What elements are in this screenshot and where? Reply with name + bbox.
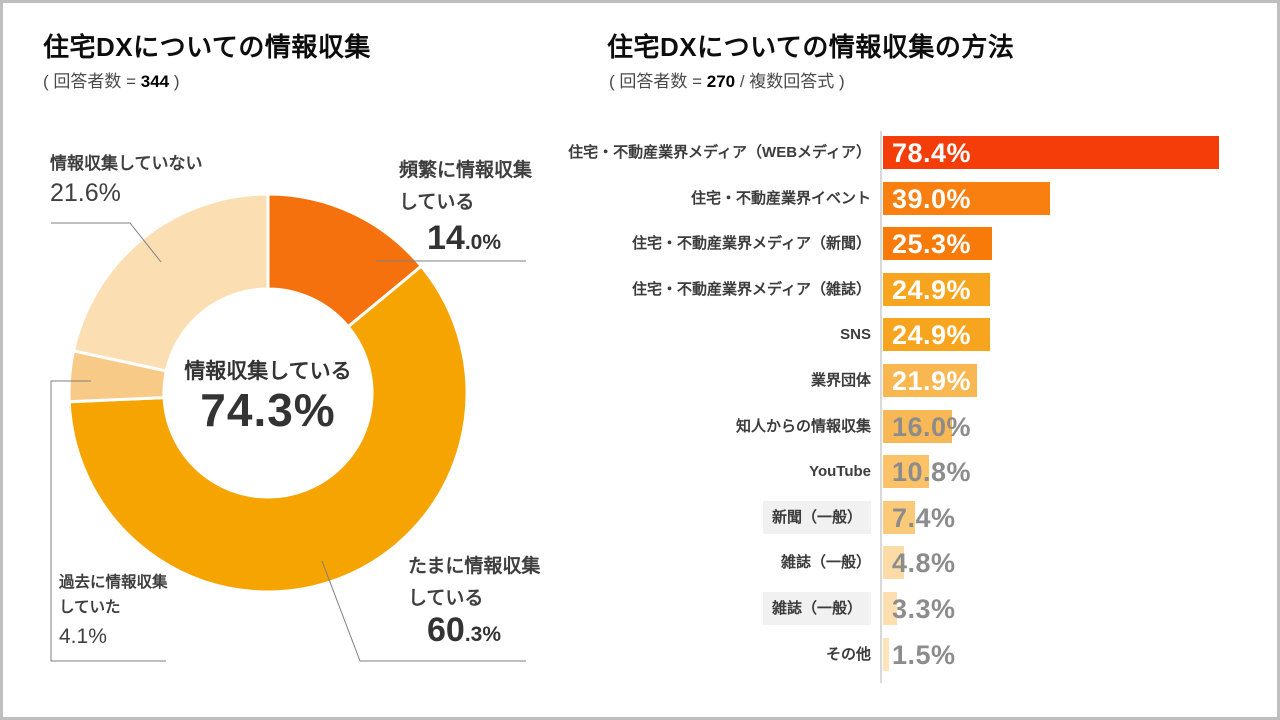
- donut-center-label: 情報収集している: [184, 360, 352, 383]
- bar-chart-title: 住宅DXについての情報収集の方法: [607, 32, 1015, 62]
- bar-value-label: 3.3%: [892, 594, 956, 624]
- bar-category-label: SNS: [840, 326, 871, 344]
- bar-category-label: 業界団体: [810, 372, 871, 389]
- donut-slice-1: [67, 264, 469, 594]
- bar-value-label: 78.4%: [892, 138, 972, 168]
- bar-rect: [883, 136, 1220, 169]
- bar-rect: [883, 592, 898, 625]
- donut-value-past: 4.1%: [59, 625, 107, 648]
- donut-chart-subtitle: ( 回答者数 = 344 ): [43, 67, 180, 92]
- bar-category-label: 新聞（一般）: [762, 500, 871, 534]
- bar-category-label: 知人からの情報収集: [735, 417, 871, 435]
- bar-rect: [883, 455, 930, 489]
- donut-label-frequent: 頻繁に情報収集 している: [399, 155, 532, 219]
- donut-label-not-collecting: 情報収集していない: [50, 154, 203, 173]
- donut-chart: [67, 192, 469, 594]
- bar-value-label: 7.4%: [892, 502, 956, 533]
- bar-rect: [883, 318, 990, 352]
- bar-category-label: 雑誌（一般）: [780, 554, 871, 572]
- bar-chart-subtitle: ( 回答者数 = 270 / 複数回答式 ): [609, 67, 845, 92]
- respondents-prefix: ( 回答者数 =: [43, 72, 141, 91]
- donut-center-value: 74.3%: [200, 384, 336, 436]
- bar-rect: [883, 227, 992, 261]
- donut-label-past-line2: していた: [59, 599, 121, 616]
- bar-rect: [883, 272, 990, 306]
- donut-chart-title: 住宅DXについての情報収集: [43, 32, 371, 62]
- leader-lines: [50, 222, 526, 662]
- donut-label-sometimes-line1: たまに情報収集: [408, 556, 541, 577]
- bar-value-label: 25.3%: [892, 229, 972, 260]
- bar-rect: [883, 500, 915, 534]
- donut-slice-3: [71, 192, 270, 373]
- bar-value-label: 39.0%: [892, 183, 972, 214]
- donut-label-frequent-line1: 頻繁に情報収集: [399, 160, 533, 181]
- donut-label-sometimes: たまに情報収集 している: [408, 551, 540, 615]
- bar-category-label: YouTube: [809, 463, 871, 481]
- bar-value-label: 24.9%: [892, 320, 972, 351]
- bar-rect: [883, 364, 977, 397]
- bar-category-label: 雑誌（一般）: [762, 592, 871, 625]
- respondents-suffix: / 複数回答式 ): [735, 72, 845, 91]
- bar-rect: [883, 546, 904, 580]
- respondents-prefix: ( 回答者数 =: [609, 72, 707, 91]
- bar-rect: [883, 637, 890, 671]
- bar-chart: 住宅・不動産業界メディア（WEBメディア） 78.4% 住宅・不動産業界イベント 39…: [3, 3, 1277, 717]
- respondents-count: 270: [706, 72, 736, 91]
- donut-label-past-line1: 過去に情報収集: [59, 574, 168, 591]
- bar-category-label: 住宅・不動産業界メディア（新聞）: [632, 235, 871, 253]
- donut-label-sometimes-line2: している: [408, 588, 484, 609]
- donut-label-past: 過去に情報収集 していた: [59, 570, 168, 620]
- bar-category-label: 住宅・不動産業界イベント: [690, 189, 871, 207]
- bar-category-label: 住宅・不動産業界メディア（雑誌）: [632, 280, 871, 298]
- donut-value-sometimes: 60.3%: [427, 611, 502, 649]
- bar-value-label: 16.0%: [892, 411, 972, 442]
- bar-rect: [883, 181, 1051, 215]
- donut-label-frequent-line2: している: [399, 192, 475, 213]
- bar-value-label: 21.9%: [892, 366, 972, 396]
- donut-value-frequent: 14.0%: [427, 219, 502, 257]
- bar-value-label: 24.9%: [892, 274, 972, 305]
- bar-category-label: 住宅・不動産業界メディア（WEBメディア）: [568, 144, 871, 161]
- respondents-suffix: ): [169, 72, 180, 91]
- bar-category-label: その他: [825, 645, 871, 663]
- respondents-count: 344: [140, 72, 170, 91]
- bar-value-label: 4.8%: [892, 548, 956, 579]
- bar-rect: [883, 409, 952, 443]
- donut-value-not-collecting: 21.6%: [50, 179, 121, 207]
- bar-value-label: 1.5%: [892, 639, 956, 670]
- bar-value-label: 10.8%: [892, 457, 972, 488]
- bar-chart-axis-line: [880, 131, 882, 683]
